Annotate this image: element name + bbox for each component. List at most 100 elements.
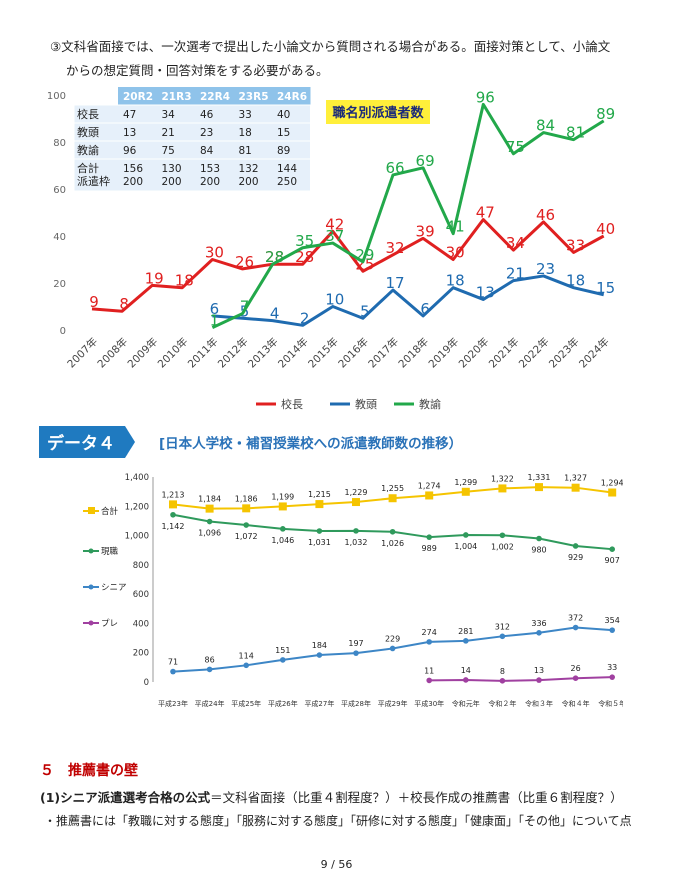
chart2-point [353,528,359,534]
chart2-y-tick: 1,400 [125,473,149,483]
chart2-point [499,532,506,539]
chart2-point [572,543,579,549]
chart1-data-label: 42 [325,215,344,233]
intro-line-1: ③文科省面接では、一次選考で提出した小論文から質問される場合がある。面接対策とし… [50,39,611,54]
chart2-legend-label: 現職 [101,547,119,557]
chart1-data-label: 29 [355,246,374,264]
chart1-data-label: 66 [385,159,404,177]
chart1-table-cell: 23 [200,127,213,139]
chart1-data-label: 34 [506,234,525,252]
chart2-data-label: 1,199 [271,492,294,501]
recommendation-bullet: ・推薦書には「教職に対する態度」「服務に対する態度」「研修に対する態度」「健康面… [44,814,632,828]
chart2-point [353,650,359,656]
chart2-point [499,678,506,684]
chart2-data-label: 312 [495,622,510,631]
chart1-data-label: 41 [446,218,465,236]
chart2-data-label: 197 [348,639,363,648]
chart2-point [535,483,543,492]
chart2-x-label: 平成23年 [158,699,188,708]
chart2-x-label: 平成29年 [378,699,408,708]
chart2-tag-bg [39,426,135,458]
chart2-data-label: 229 [385,634,400,643]
chart2-data-label: 1,186 [235,494,258,503]
chart2-data-label: 274 [422,628,437,637]
chart2-data-label: 13 [534,666,544,675]
chart2-x-label: 令和３年 [525,699,553,708]
chart1-table-cell: 200 [239,176,259,188]
chart2-data-label: 1,255 [381,484,404,493]
chart2-point [461,487,470,496]
chart1-data-label: 26 [235,253,254,271]
dispatch-trend-chart: データ４ [日本人学校・補習授業校への派遣教師数の推移） 0 200 400 600 800… [39,424,623,720]
chart2-x-label: 平成25年 [231,699,261,708]
chart1-table-row-label: 校長 [77,107,99,121]
chart2-point [278,502,287,511]
chart1-table-cell: 250 [277,176,297,188]
chart2-point [536,630,542,636]
chart1-data-label: 18 [175,272,194,290]
chart2-x-label: 令和２年 [488,699,516,708]
chart1-table-row-label: 教頭 [77,126,99,139]
chart2-x-label: 平成26年 [268,699,298,708]
chart1-table-header: 22R4 [200,91,230,103]
chart2-data-label: 8 [500,667,505,676]
chart2-point [280,526,286,532]
chart2-data-label: 1,002 [491,542,514,551]
chart2-point [499,633,506,640]
page-number: 9 / 56 [320,858,353,871]
formula-line: (1)シニア派遣選考合格の公式＝文科省面接（比重４割程度？）＋校長作成の推薦書（… [40,787,623,806]
chart2-data-label: 184 [312,641,327,650]
chart2-point [609,627,615,633]
chart2-x-label: 平成28年 [341,699,371,708]
chart1-table-cell: 200 [162,176,182,188]
chart1-data-label: 18 [446,272,465,290]
chart1-table-cell: 84 [200,145,214,157]
chart2-point [463,532,469,538]
chart2-data-label: 114 [239,651,254,660]
chart2-point [572,624,579,631]
chart2-data-label: 989 [422,544,437,553]
chart1-data-label: 89 [596,105,615,123]
chart1-data-label: 2 [300,309,310,327]
chart2-y-tick: 0 [144,678,149,688]
chart2-point [389,528,396,535]
chart2-point [242,504,251,513]
chart2-point [425,491,434,500]
chart2-point [608,488,617,497]
chart1-table-row-bg [73,104,311,124]
chart2-point [571,483,580,492]
chart2-y-tick: 1,000 [125,532,149,542]
chart2-point [426,534,433,540]
chart1-data-label: 37 [325,227,344,245]
chart2-data-label: 1,096 [198,529,221,538]
chart2-data-label: 354 [605,616,620,625]
chart1-data-label: 6 [210,300,220,318]
chart1-data-label: 9 [89,293,99,311]
chart2-data-label: 33 [607,663,617,672]
chart1-data-label: 7 [240,298,250,316]
chart2-legend-label: プレ [101,619,118,629]
chart1-y-tick: 80 [53,138,66,149]
chart2-x-label: 平成27年 [304,699,334,708]
chart2-legend-label: シニア [101,583,127,593]
chart2-point [388,494,397,503]
chart1-data-label: 81 [566,124,585,142]
chart2-point [426,677,433,684]
formula-rest: ＝文科省面接（比重４割程度？）＋校長作成の推薦書（比重６割程度？） [210,790,623,805]
chart1-table-cell: 81 [239,145,252,157]
chart1-data-label: 10 [325,291,344,309]
chart2-data-label: 1,213 [162,490,185,499]
chart1-table-row-bg [73,122,311,142]
chart1-table-row-label: 合計 [77,161,99,175]
chart2-data-label: 1,322 [491,474,514,483]
intro-line-2: からの想定質問・回答対策をする必要がある。 [66,63,329,78]
chart1-y-tick: 0 [60,326,66,337]
chart1-table-cell: 130 [162,163,182,175]
chart1-data-label: 32 [385,239,404,257]
chart1-table-row-label: 派遣枠 [77,174,110,188]
chart1-series-line-教諭 [211,102,605,330]
chart1-data-label: 40 [596,220,615,238]
chart1-data-label: 8 [119,295,129,313]
chart1-data-label: 18 [566,272,585,290]
chart1-data-label: 75 [506,138,525,156]
